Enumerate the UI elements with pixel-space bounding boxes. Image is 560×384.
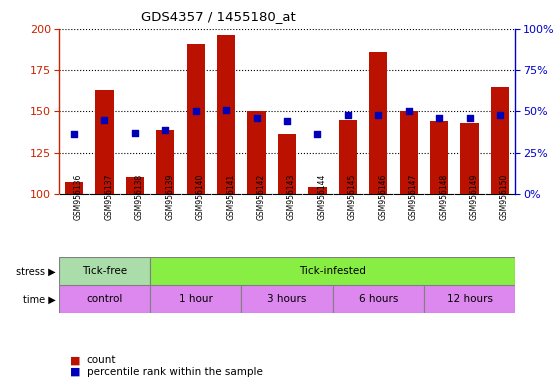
Text: GSM956142: GSM956142	[256, 174, 265, 220]
Text: GSM956147: GSM956147	[409, 174, 418, 220]
Text: ■: ■	[70, 367, 81, 377]
Bar	[156, 129, 174, 194]
Bar	[333, 285, 424, 313]
Bar	[150, 285, 241, 313]
Bar	[339, 120, 357, 194]
Bar	[59, 257, 150, 285]
Bar	[460, 123, 479, 194]
Point	[161, 126, 170, 132]
Bar	[278, 134, 296, 194]
Text: ■: ■	[70, 355, 81, 365]
Bar	[400, 111, 418, 194]
Bar	[217, 35, 235, 194]
Point	[435, 115, 444, 121]
Point	[100, 117, 109, 123]
Text: count: count	[87, 355, 116, 365]
Text: GSM956148: GSM956148	[439, 174, 448, 220]
Point	[404, 108, 413, 114]
Text: GSM956137: GSM956137	[104, 174, 114, 220]
Bar	[59, 285, 150, 313]
Bar	[491, 87, 509, 194]
Text: GDS4357 / 1455180_at: GDS4357 / 1455180_at	[141, 10, 296, 23]
Text: percentile rank within the sample: percentile rank within the sample	[87, 367, 263, 377]
Point	[222, 107, 231, 113]
Text: GSM956139: GSM956139	[165, 174, 174, 220]
Bar	[241, 285, 333, 313]
Bar	[150, 257, 515, 285]
Point	[282, 118, 291, 124]
Text: GSM956149: GSM956149	[469, 174, 479, 220]
Text: 1 hour: 1 hour	[179, 294, 213, 305]
Point	[192, 108, 200, 114]
Bar	[65, 182, 83, 194]
Text: time ▶: time ▶	[24, 294, 56, 305]
Bar	[369, 52, 388, 194]
Text: GSM956150: GSM956150	[500, 174, 509, 220]
Text: GSM956138: GSM956138	[135, 174, 144, 220]
Point	[374, 112, 383, 118]
Bar	[309, 187, 326, 194]
Point	[130, 130, 139, 136]
Text: stress ▶: stress ▶	[16, 266, 56, 276]
Text: GSM956144: GSM956144	[318, 174, 326, 220]
Text: Tick-infested: Tick-infested	[299, 266, 366, 276]
Text: GSM956145: GSM956145	[348, 174, 357, 220]
Point	[496, 112, 505, 118]
Bar	[95, 90, 114, 194]
Text: control: control	[86, 294, 123, 305]
Point	[465, 115, 474, 121]
Bar	[126, 177, 144, 194]
Text: GSM956143: GSM956143	[287, 174, 296, 220]
Text: 3 hours: 3 hours	[267, 294, 307, 305]
Text: 6 hours: 6 hours	[358, 294, 398, 305]
Text: GSM956146: GSM956146	[379, 174, 388, 220]
Point	[313, 131, 322, 137]
Text: Tick-free: Tick-free	[82, 266, 127, 276]
Text: GSM956140: GSM956140	[196, 174, 205, 220]
Point	[343, 112, 352, 118]
Point	[252, 115, 261, 121]
Bar	[424, 285, 515, 313]
Bar	[186, 44, 205, 194]
Text: 12 hours: 12 hours	[446, 294, 493, 305]
Text: GSM956141: GSM956141	[226, 174, 235, 220]
Bar	[248, 111, 265, 194]
Bar	[430, 121, 448, 194]
Point	[69, 131, 78, 137]
Text: GSM956136: GSM956136	[74, 174, 83, 220]
